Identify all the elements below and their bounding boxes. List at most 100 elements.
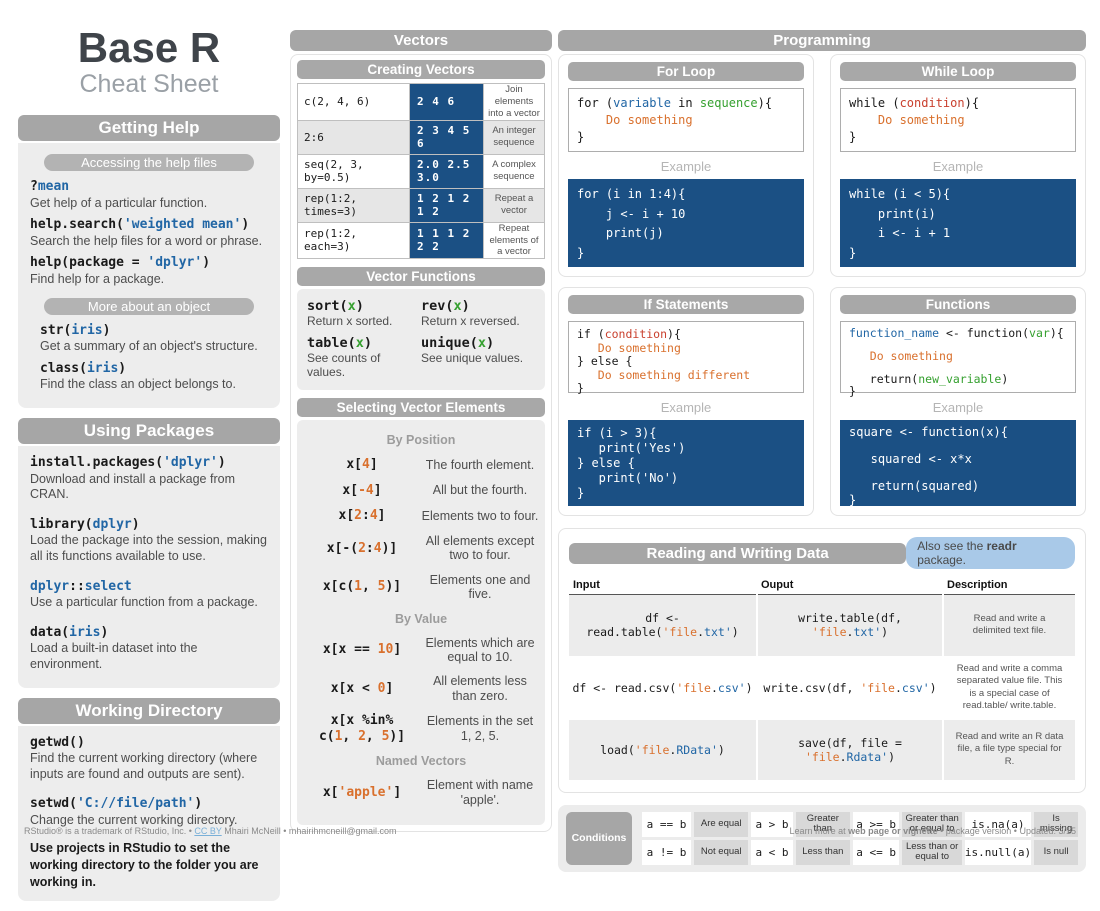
- code-snippet: x[x < 0]: [330, 680, 394, 696]
- section-getting-help: Getting Help Accessing the help files ?m…: [18, 115, 280, 408]
- example-code: for (i in 1:4){ j <- i + 10 print(j) }: [568, 179, 804, 267]
- block-while-loop: While Loop while (condition){ Do somethi…: [830, 54, 1086, 277]
- condition-desc: Is missing: [1034, 811, 1078, 837]
- condition-desc: Greater than: [795, 811, 850, 837]
- table-header-row: Input Ouput Description: [569, 577, 1075, 595]
- function-entry: unique(x) See unique values.: [421, 335, 535, 379]
- example-code: square <- function(x){ squared <- x*x re…: [840, 420, 1076, 506]
- vector-values-cell: 2 3 4 5 6: [409, 119, 484, 155]
- condition-code: a == b: [642, 811, 692, 837]
- code-description: See unique values.: [421, 351, 524, 366]
- table-row: df <- read.csv('file.csv') write.csv(df,…: [569, 656, 1075, 720]
- subsection-pill-more-about-object: More about an object: [44, 297, 254, 315]
- subsection-header-functions: Functions: [840, 295, 1076, 314]
- package-entry: data(iris) Load a built-in dataset into …: [30, 624, 268, 673]
- function-entry: rev(x) Return x reversed.: [421, 298, 535, 328]
- code-snippet: rev(x): [421, 298, 470, 315]
- programming-column: Programming For Loop for (variable in se…: [558, 30, 1086, 872]
- input-code-cell: load('file.RData'): [569, 718, 757, 782]
- vector-desc-cell: An integer sequence: [483, 119, 545, 155]
- section-using-packages: Using Packages install.packages('dplyr')…: [18, 417, 280, 688]
- input-code-cell: df <- read.csv('file.csv'): [569, 656, 757, 720]
- condition-desc: Less than: [795, 839, 850, 865]
- subsection-header-for-loop: For Loop: [568, 62, 804, 81]
- function-entry: sort(x) Return x sorted.: [307, 298, 421, 328]
- code-description: Change the current working directory.: [30, 812, 238, 827]
- working-directory-panel: getwd() Find the current working directo…: [18, 725, 280, 902]
- reading-writing-table: Input Ouput Description df <- read.table…: [569, 577, 1075, 782]
- vector-values-cell: 1 2 1 2 1 2: [409, 187, 484, 223]
- select-entry: x[x == 10] Elements which are equal to 1…: [303, 636, 539, 665]
- condition-desc: Is null: [1034, 839, 1078, 865]
- code-snippet: str(iris): [40, 322, 111, 338]
- code-description: Get help of a particular function.: [30, 195, 208, 210]
- wd-entry: getwd() Find the current working directo…: [30, 734, 268, 783]
- code-snippet: sort(x): [307, 298, 364, 315]
- example-code: if (i > 3){ print('Yes') } else { print(…: [568, 420, 804, 506]
- group-label-by-value: By Value: [394, 611, 448, 626]
- select-entry: x[4] The fourth element.: [303, 457, 539, 473]
- condition-desc: Not equal: [694, 839, 749, 865]
- code-snippet: x['apple']: [322, 784, 402, 800]
- column-header-ouput: Ouput: [757, 577, 943, 595]
- subsection-header-vector-functions: Vector Functions: [297, 267, 545, 287]
- code-description: Elements one and five.: [429, 572, 531, 602]
- help-entry: help.search('weighted mean') Search the …: [30, 216, 268, 249]
- condition-code: a <= b: [852, 839, 900, 865]
- code-description: Load a built-in dataset into the environ…: [30, 641, 198, 671]
- vector-code-cell: c(2, 4, 6): [297, 83, 410, 121]
- code-description: All elements less than zero.: [433, 674, 527, 703]
- code-snippet: x[x %in% c(1, 2, 5)]: [318, 713, 406, 744]
- code-snippet: x[2:4]: [338, 508, 386, 524]
- condition-code: a < b: [751, 839, 793, 865]
- select-entry: x[2:4] Elements two to four.: [303, 508, 539, 524]
- code-snippet: x[c(1, 5)]: [322, 579, 402, 595]
- subsection-header-reading-writing-data: Reading and Writing Data: [569, 542, 907, 564]
- code-description: Return x sorted.: [307, 314, 393, 329]
- getting-help-panel: Accessing the help files ?mean Get help …: [18, 143, 280, 408]
- condition-code: a > b: [751, 811, 793, 837]
- conditions-label: Conditions: [566, 811, 632, 865]
- output-code-cell: save(df, file = 'file.Rdata'): [756, 718, 943, 782]
- vector-values-cell: 1 1 1 2 2 2: [409, 221, 484, 260]
- input-code-cell: df <- read.table('file.txt'): [569, 594, 757, 658]
- vector-values-cell: 2.0 2.5 3.0: [409, 153, 484, 189]
- help-entry: str(iris) Get a summary of an object's s…: [30, 322, 268, 355]
- function-entry: table(x) See counts of values.: [307, 335, 421, 379]
- vector-functions-panel: sort(x) Return x sorted. rev(x) Return x…: [297, 289, 545, 391]
- footer-credits[interactable]: RStudio® is a trademark of RStudio, Inc.…: [24, 826, 397, 836]
- example-label: Example: [932, 159, 984, 174]
- code-snippet: unique(x): [421, 335, 495, 352]
- select-entry: x[-(2:4)] All elements except two to fou…: [303, 534, 539, 563]
- code-description: Find the current working directory (wher…: [30, 751, 258, 781]
- vector-code-cell: seq(2, 3, by=0.5): [297, 153, 410, 189]
- subsection-header-selecting-vector-elements: Selecting Vector Elements: [297, 398, 545, 418]
- group-label-by-position: By Position: [386, 433, 456, 448]
- left-column: Base R Cheat Sheet Getting Help Accessin…: [18, 0, 280, 911]
- code-description: Return x reversed.: [421, 314, 520, 329]
- vector-code-cell: rep(1:2, each=3): [297, 221, 410, 260]
- code-description: Find the class an object belongs to.: [40, 377, 236, 392]
- code-snippet: x[-4]: [342, 482, 382, 498]
- vector-code-cell: 2:6: [297, 119, 410, 155]
- example-label: Example: [660, 159, 712, 174]
- package-entry: dplyr::select Use a particular function …: [30, 578, 268, 611]
- vector-desc-cell: Join elements into a vector: [483, 83, 545, 121]
- select-entry: x[-4] All but the fourth.: [303, 483, 539, 499]
- condition-code: a >= b: [852, 811, 900, 837]
- code-description: Element with name 'apple'.: [426, 778, 534, 807]
- group-label-named-vectors: Named Vectors: [375, 754, 467, 769]
- help-entry: ?mean Get help of a particular function.: [30, 178, 268, 211]
- description-cell: Read and write an R data file, a file ty…: [942, 718, 1075, 782]
- table-row: rep(1:2, times=3) 1 2 1 2 1 2 Repeat a v…: [297, 187, 545, 223]
- vectors-group: Creating Vectors c(2, 4, 6) 2 4 6 Join e…: [290, 54, 552, 832]
- code-snippet: x[4]: [346, 457, 378, 473]
- output-code-cell: write.csv(df, 'file.csv'): [756, 656, 943, 720]
- condition-desc: Are equal: [694, 811, 749, 837]
- creating-vectors-table: c(2, 4, 6) 2 4 6 Join elements into a ve…: [297, 83, 545, 260]
- selecting-elements-panel: By Position x[4] The fourth element. x[-…: [297, 420, 545, 825]
- block-for-loop: For Loop for (variable in sequence){ Do …: [558, 54, 814, 277]
- code-template: if (condition){ Do something } else { Do…: [568, 321, 804, 395]
- code-description: Use a particular function from a package…: [30, 595, 258, 610]
- code-template: function_name <- function(var){ Do somet…: [840, 321, 1076, 396]
